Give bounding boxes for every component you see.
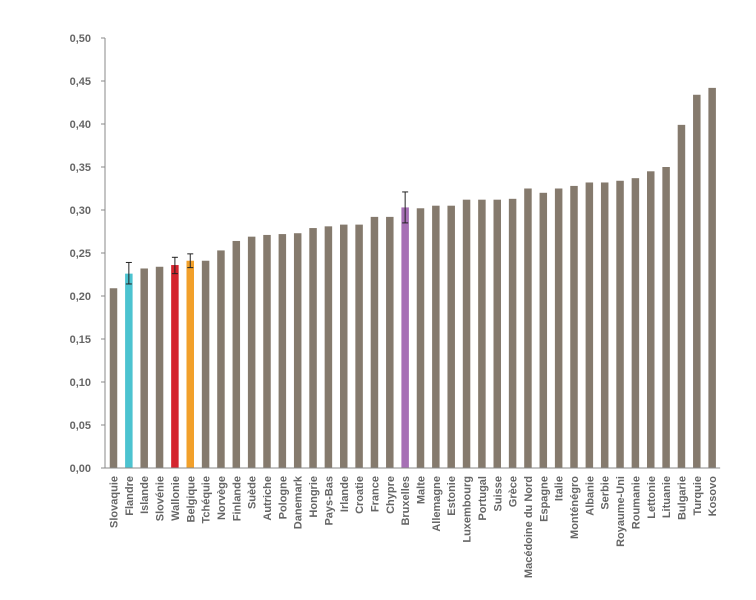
bar <box>432 205 440 468</box>
bar <box>416 208 425 468</box>
x-tick-label: Tchéquie <box>201 476 213 523</box>
bar <box>693 94 701 468</box>
bar <box>570 185 578 469</box>
bar <box>125 273 133 468</box>
bar <box>324 226 333 468</box>
bar <box>247 236 256 468</box>
x-tick-label: Portugal <box>477 476 489 521</box>
bar <box>600 182 609 469</box>
bar <box>186 260 194 468</box>
bar <box>201 260 210 468</box>
y-tick-label: 0,45 <box>70 76 91 88</box>
y-tick-label: 0,15 <box>70 334 91 346</box>
x-tick-label: Estonie <box>446 476 458 516</box>
x-tick-label: Pologne <box>277 476 289 519</box>
x-tick-label: Grèce <box>508 476 520 507</box>
x-axis: Slovaquie Flandre Islande Slovénie Wallonie B… <box>105 467 721 578</box>
x-tick-label: Espagne <box>538 476 550 522</box>
bar <box>585 182 594 469</box>
bar <box>493 199 501 468</box>
x-tick-label: Kosovo <box>707 476 719 517</box>
x-tick-label: Malte <box>416 476 428 504</box>
x-tick-label: Flandre <box>124 476 136 516</box>
x-tick-label: Suisse <box>492 476 504 511</box>
bar <box>217 250 225 468</box>
bar <box>478 199 486 468</box>
y-tick-label: 0,05 <box>70 420 91 432</box>
x-tick-label: Suède <box>247 476 259 509</box>
y-tick-label: 0,25 <box>70 248 91 260</box>
bar <box>171 265 179 468</box>
bar <box>554 188 563 468</box>
bar <box>401 207 409 469</box>
bar <box>524 188 532 468</box>
x-tick-label: Bruxelles <box>400 476 412 526</box>
bar <box>355 224 363 468</box>
bar <box>278 234 287 468</box>
x-tick-label: Pays-Bas <box>323 476 335 526</box>
x-tick-label: Croatie <box>354 476 366 514</box>
x-tick-label: Allemagne <box>431 476 443 532</box>
x-tick-label: Hongrie <box>308 476 320 518</box>
bar <box>708 87 716 468</box>
x-tick-label: Danemark <box>293 475 305 529</box>
y-axis: 0,00 0,05 0,10 0,15 0,20 0,25 0,30 0,35 0,40 0,45… <box>70 33 106 475</box>
y-tick-label: 0,35 <box>70 162 91 174</box>
y-tick-label: 0,30 <box>70 205 91 217</box>
y-tick-label: 0,10 <box>70 377 91 389</box>
x-tick-label: Irlande <box>339 476 351 512</box>
x-tick-label: Norvège <box>216 476 228 520</box>
bar <box>462 199 471 468</box>
bars <box>109 87 716 469</box>
x-tick-label: Autriche <box>262 476 274 521</box>
y-tick-label: 0,20 <box>70 291 91 303</box>
bar <box>508 198 517 468</box>
bar <box>309 228 317 468</box>
x-tick-label: Albanie <box>584 476 596 516</box>
x-tick-label: Lettonie <box>646 476 658 519</box>
bar <box>677 124 686 469</box>
bar <box>140 268 148 468</box>
bar <box>662 167 670 468</box>
bar <box>155 266 164 468</box>
x-tick-label: Bulgarie <box>676 476 688 520</box>
x-tick-label: Wallonie <box>170 476 182 521</box>
x-tick-label: Turquie <box>692 476 704 516</box>
x-tick-label: Lituanie <box>661 476 673 518</box>
x-tick-label: France <box>369 476 381 512</box>
x-tick-label: Chypre <box>385 476 397 514</box>
bar <box>447 205 455 468</box>
bar <box>109 288 118 468</box>
x-tick-label: Finlande <box>231 476 243 521</box>
x-tick-label: Islande <box>139 476 151 514</box>
bar <box>340 224 348 468</box>
bar <box>616 180 624 468</box>
x-tick-label: Slovénie <box>155 476 167 521</box>
bar <box>293 233 302 468</box>
bar <box>370 216 379 468</box>
x-tick-label: Macédoine du Nord <box>523 476 535 578</box>
bar <box>263 234 271 468</box>
x-tick-label: Royaume-Uni <box>615 476 627 547</box>
bar <box>539 192 548 469</box>
x-tick-label: Belgique <box>185 476 197 522</box>
x-tick-label: Italie <box>554 476 566 501</box>
x-tick-label: Luxembourg <box>462 476 474 543</box>
bar <box>386 216 394 468</box>
y-tick-label: 0,00 <box>70 463 91 475</box>
bar <box>232 240 241 468</box>
x-tick-label: Slovaquie <box>109 476 121 528</box>
x-tick-label: Serbie <box>600 476 612 510</box>
error-bars <box>125 191 409 285</box>
x-tick-label: Monténégro <box>569 476 581 539</box>
bar <box>647 171 655 469</box>
x-tick-label: Roumanie <box>630 476 642 529</box>
bar <box>631 178 640 468</box>
y-tick-label: 0,50 <box>70 33 91 45</box>
y-tick-label: 0,40 <box>70 119 91 131</box>
